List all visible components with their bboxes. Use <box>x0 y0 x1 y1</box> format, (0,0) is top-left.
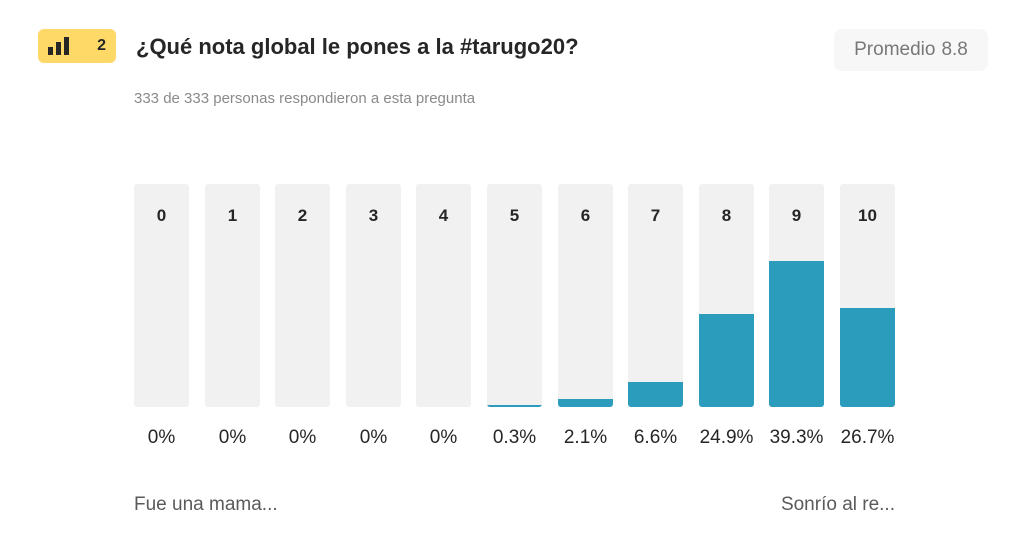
category-label-6: 6 <box>580 206 591 225</box>
value-label-5: 0.3% <box>492 427 537 448</box>
bar-chart-icon <box>48 37 69 55</box>
category-label-0: 0 <box>156 206 167 225</box>
bar-7 <box>628 382 683 407</box>
value-label-3: 0% <box>359 427 388 448</box>
bar-track-2 <box>275 184 330 407</box>
question-title: ¿Qué nota global le pones a la #tarugo20… <box>136 34 579 59</box>
category-label-1: 1 <box>227 206 238 225</box>
bar-track-8 <box>699 184 754 407</box>
bar-8 <box>699 314 754 407</box>
bar-track-7 <box>628 184 683 407</box>
bar-track-1 <box>205 184 260 407</box>
question-number-badge: 2 <box>38 29 116 63</box>
bar-track-9 <box>769 184 824 407</box>
category-label-3: 3 <box>368 206 379 225</box>
bar-10 <box>840 308 895 407</box>
bar-track-5 <box>487 184 542 407</box>
bar-5 <box>487 405 542 407</box>
question-number: 2 <box>97 37 106 54</box>
bar-track-0 <box>134 184 189 407</box>
value-label-1: 0% <box>218 427 247 448</box>
value-label-2: 0% <box>288 427 317 448</box>
bar-track-3 <box>346 184 401 407</box>
bar-track-6 <box>558 184 613 407</box>
scale-left-label: Fue una mama... <box>134 494 278 515</box>
value-label-6: 2.1% <box>563 427 608 448</box>
bar-6 <box>558 399 613 407</box>
category-label-8: 8 <box>721 206 732 225</box>
category-label-5: 5 <box>509 206 520 225</box>
category-label-4: 4 <box>438 206 449 225</box>
bar-track-4 <box>416 184 471 407</box>
category-label-10: 10 <box>858 206 877 225</box>
average-value: 8.8 <box>941 39 968 60</box>
value-label-0: 0% <box>147 427 176 448</box>
category-label-9: 9 <box>791 206 802 225</box>
category-label-2: 2 <box>297 206 308 225</box>
responses-count: 333 de 333 personas respondieron a esta … <box>134 90 476 107</box>
bar-9 <box>769 261 824 407</box>
average-box: Promedio 8.8 <box>834 29 988 71</box>
value-label-7: 6.6% <box>633 427 678 448</box>
value-label-9: 39.3% <box>769 427 824 448</box>
bar-track-10 <box>840 184 895 407</box>
value-label-8: 24.9% <box>699 427 754 448</box>
value-label-10: 26.7% <box>840 427 895 448</box>
category-label-7: 7 <box>650 206 661 225</box>
scale-right-label: Sonrío al re... <box>780 494 895 515</box>
value-label-4: 0% <box>429 427 458 448</box>
average-label: Promedio <box>854 39 936 60</box>
